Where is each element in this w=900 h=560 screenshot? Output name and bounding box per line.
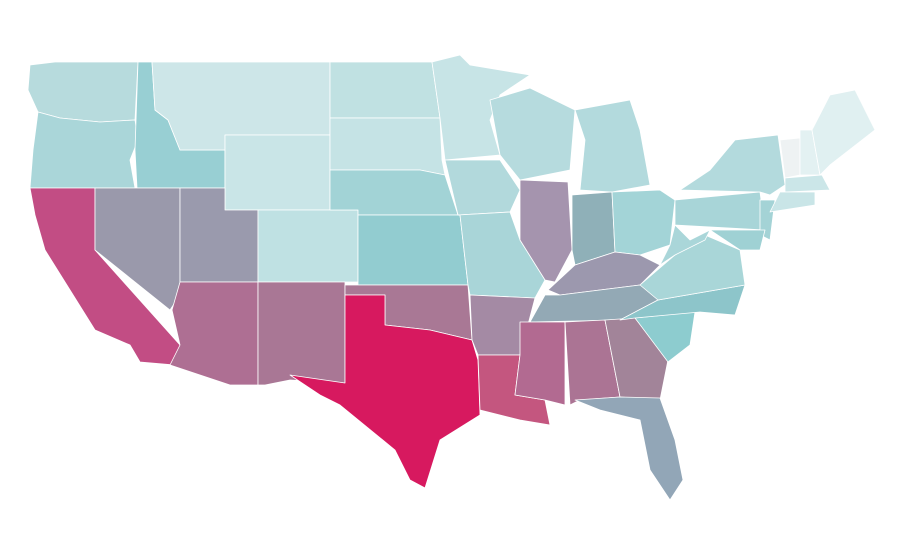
state-region: [679, 134, 786, 196]
state-region: [329, 61, 441, 119]
state-region: [674, 191, 766, 231]
state-region: [811, 89, 876, 176]
state-region: [514, 321, 566, 406]
state-region: [357, 214, 469, 286]
state-region: [329, 117, 446, 176]
state-region: [611, 189, 676, 256]
state-region: [29, 111, 139, 189]
state-region: [709, 229, 766, 251]
state-region: [27, 61, 139, 123]
state-region: [257, 281, 346, 386]
state-region: [169, 281, 259, 386]
state-region: [224, 134, 331, 211]
state-region: [489, 87, 576, 181]
state-region: [659, 224, 711, 266]
state-region: [784, 174, 831, 193]
state-region: [444, 159, 521, 216]
state-region: [289, 294, 481, 489]
state-region: [329, 169, 459, 216]
state-region: [519, 179, 573, 283]
state-region: [257, 209, 359, 283]
state-region: [574, 396, 684, 501]
state-region: [574, 99, 651, 193]
state-region: [769, 191, 816, 213]
